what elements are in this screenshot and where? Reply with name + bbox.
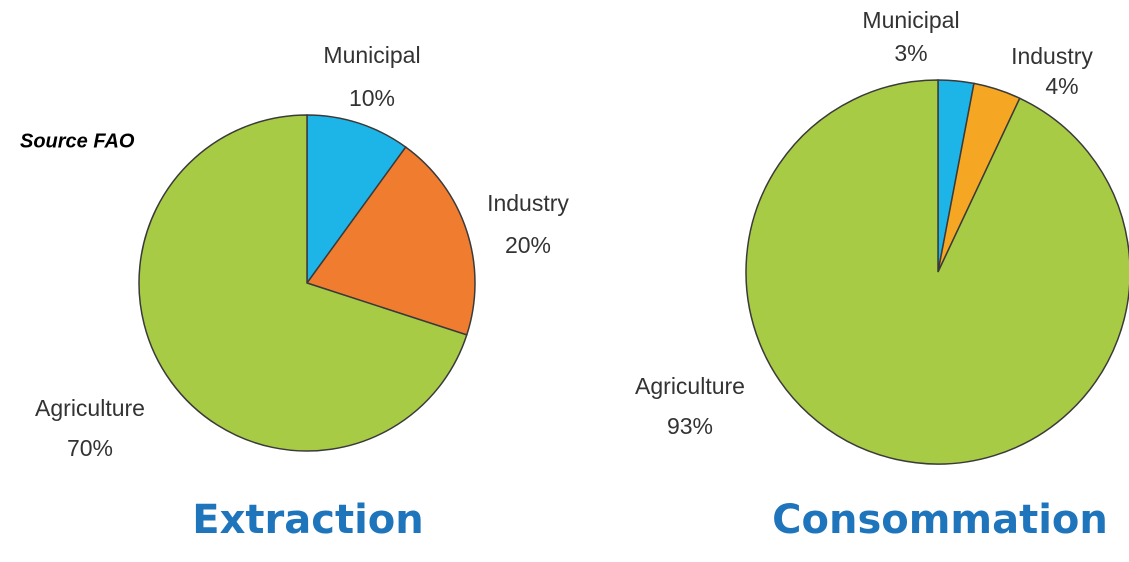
slice-value-label: 20% — [505, 232, 551, 258]
slice-value-label: 70% — [67, 435, 113, 461]
slice-value-label: 93% — [667, 413, 713, 439]
pie-slice — [745, 79, 1129, 465]
pie-slice — [306, 114, 407, 286]
slice-value-label: 4% — [1045, 73, 1078, 99]
slice-category: Municipal — [862, 7, 959, 33]
slice-category: Industry — [1011, 43, 1093, 69]
chart-title: Consommation — [772, 497, 1108, 543]
slice-value-label: 10% — [349, 85, 395, 111]
slice-category: Agriculture — [35, 395, 145, 421]
slice-category: Industry — [487, 190, 569, 216]
pie-slice — [138, 114, 468, 452]
source-note: Source FAO — [20, 130, 135, 152]
slice-category: Agriculture — [635, 373, 745, 399]
chart-title: Extraction — [192, 497, 423, 543]
pie-slice — [305, 146, 476, 336]
slice-value-label: 3% — [894, 40, 927, 66]
slice-category: Municipal — [323, 42, 420, 68]
